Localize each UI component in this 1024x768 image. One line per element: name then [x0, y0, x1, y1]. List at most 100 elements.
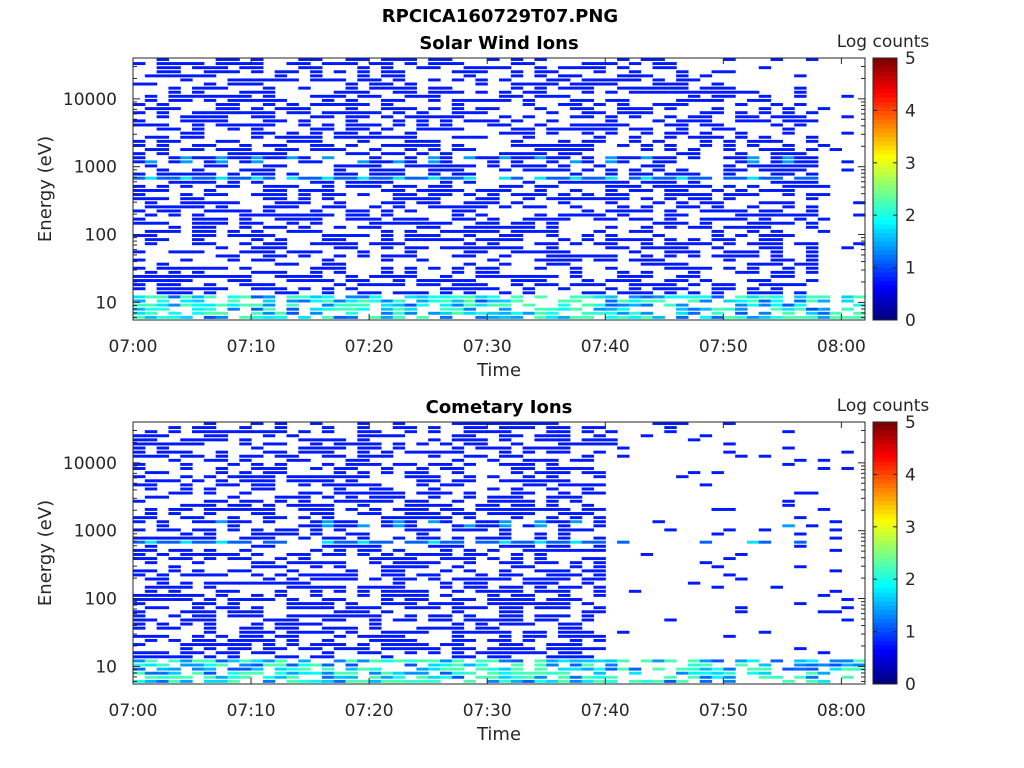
heatmap-cell	[699, 221, 713, 225]
heatmap-cell	[310, 532, 323, 536]
heatmap-cell	[510, 618, 524, 622]
heatmap-cell	[746, 139, 760, 143]
heatmap-cell	[180, 193, 193, 197]
heatmap-cell	[805, 148, 819, 152]
heatmap-cell	[274, 143, 288, 147]
heatmap-cell	[203, 503, 217, 507]
heatmap-cell	[546, 229, 559, 233]
heatmap-cell	[144, 471, 158, 475]
heatmap-cell	[428, 602, 441, 606]
heatmap-cell	[298, 667, 311, 671]
heatmap-cell	[227, 540, 240, 544]
heatmap-cell	[475, 70, 488, 74]
heatmap-cell	[558, 647, 571, 651]
heatmap-cell	[499, 540, 512, 544]
heatmap-cell	[380, 107, 394, 111]
heatmap-cell	[168, 565, 181, 569]
heatmap-cell	[475, 205, 488, 209]
heatmap-cell	[215, 540, 229, 544]
colorbar-segment	[873, 298, 897, 304]
heatmap-cell	[286, 606, 299, 610]
heatmap-cell	[286, 176, 299, 180]
heatmap-cell	[369, 495, 382, 499]
heatmap-cell	[262, 98, 276, 102]
heatmap-cell	[593, 303, 606, 307]
heatmap-cell	[475, 606, 488, 610]
heatmap-cell	[321, 295, 335, 299]
heatmap-cell	[770, 229, 783, 233]
heatmap-cell	[758, 119, 772, 123]
heatmap-cell	[569, 651, 583, 655]
heatmap-cell	[321, 663, 335, 667]
heatmap-cell	[156, 266, 170, 270]
heatmap-cell	[310, 479, 323, 483]
heatmap-cell	[782, 164, 795, 168]
heatmap-cell	[605, 311, 618, 315]
heatmap-cell	[534, 679, 547, 683]
heatmap-cell	[676, 311, 689, 315]
heatmap-cell	[333, 262, 347, 266]
heatmap-cell	[463, 479, 476, 483]
heatmap-cell	[369, 446, 382, 450]
heatmap-cell	[475, 659, 488, 663]
heatmap-cell	[758, 663, 772, 667]
heatmap-cell	[380, 213, 394, 217]
heatmap-cell	[640, 238, 654, 242]
heatmap-cell	[451, 98, 465, 102]
heatmap-cell	[192, 528, 205, 532]
heatmap-cell	[392, 634, 406, 638]
heatmap-cell	[392, 193, 406, 197]
heatmap-cell	[133, 274, 146, 278]
heatmap-cell	[475, 622, 488, 626]
heatmap-cell	[640, 295, 654, 299]
heatmap-cell	[617, 279, 630, 283]
heatmap-cell	[215, 303, 229, 307]
heatmap-cell	[298, 197, 311, 201]
heatmap-cell	[475, 299, 488, 303]
heatmap-cell	[298, 622, 311, 626]
heatmap-cell	[428, 58, 441, 61]
heatmap-cell	[133, 663, 146, 667]
heatmap-cell	[215, 115, 229, 119]
heatmap-cell	[805, 315, 819, 319]
heatmap-cell	[192, 74, 205, 78]
heatmap-cell	[298, 659, 311, 663]
heatmap-cell	[475, 119, 488, 123]
heatmap-cell	[699, 193, 713, 197]
heatmap-cell	[227, 528, 240, 532]
heatmap-cell	[522, 630, 536, 634]
heatmap-cell	[487, 655, 500, 659]
heatmap-cell	[168, 585, 181, 589]
heatmap-cell	[298, 193, 311, 197]
heatmap-cell	[321, 426, 335, 430]
heatmap-cell	[735, 90, 748, 94]
heatmap-cell	[463, 442, 476, 446]
heatmap-cell	[156, 103, 170, 106]
heatmap-cell	[475, 589, 488, 593]
heatmap-cell	[628, 315, 642, 319]
heatmap-cell	[617, 446, 630, 450]
heatmap-cell	[664, 679, 677, 683]
heatmap-cell	[180, 438, 193, 442]
heatmap-cell	[510, 221, 524, 225]
heatmap-cell	[487, 446, 500, 450]
heatmap-cell	[286, 671, 299, 675]
heatmap-cell	[133, 626, 146, 630]
heatmap-cell	[168, 671, 181, 675]
heatmap-cell	[416, 127, 429, 131]
heatmap-cell	[522, 634, 536, 638]
heatmap-cell	[522, 426, 536, 430]
heatmap-cell	[428, 520, 441, 524]
heatmap-cell	[676, 82, 689, 86]
heatmap-cell	[251, 475, 264, 479]
heatmap-cell	[593, 589, 606, 593]
heatmap-cell	[345, 176, 358, 180]
heatmap-cell	[156, 115, 170, 119]
heatmap-cell	[676, 295, 689, 299]
heatmap-cell	[333, 524, 347, 528]
heatmap-cell	[534, 471, 547, 475]
heatmap-cell	[817, 217, 831, 221]
heatmap-cell	[640, 209, 654, 213]
heatmap-cell	[676, 274, 689, 278]
heatmap-cell	[723, 143, 736, 147]
